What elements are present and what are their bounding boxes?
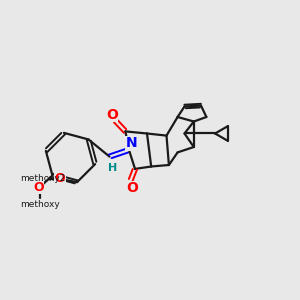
Text: H: H [109, 163, 118, 173]
Text: O: O [126, 181, 138, 195]
Text: O: O [55, 172, 65, 185]
Text: N: N [126, 136, 137, 150]
Text: methoxy2: methoxy2 [20, 174, 66, 183]
Text: O: O [33, 181, 44, 194]
Text: methoxy: methoxy [20, 200, 60, 209]
Text: O: O [106, 108, 118, 122]
